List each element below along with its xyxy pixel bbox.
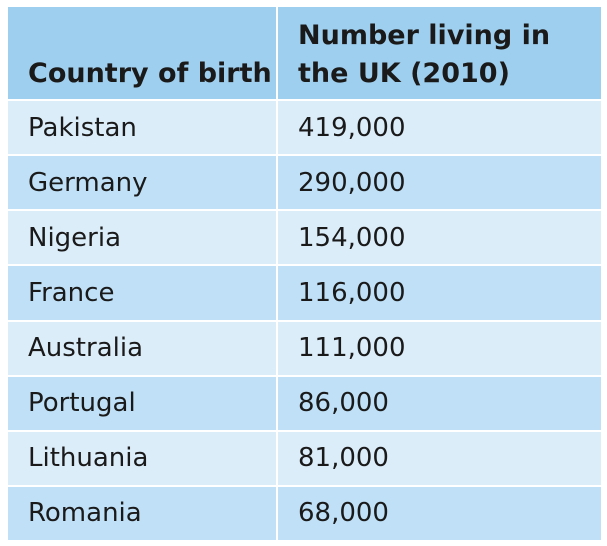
- header-country-of-birth: Country of birth: [8, 7, 276, 99]
- number-cell: 116,000: [278, 266, 601, 320]
- table-row: France 116,000: [8, 266, 601, 320]
- table-header-row: Country of birth Number living in the UK…: [8, 7, 601, 99]
- number-cell: 68,000: [278, 486, 601, 540]
- table-row: Australia 111,000: [8, 321, 601, 375]
- table-row: Nigeria 154,000: [8, 211, 601, 265]
- table-row: Pakistan 419,000: [8, 101, 601, 155]
- data-table-container: Country of birth Number living in the UK…: [6, 5, 603, 542]
- number-cell: 154,000: [278, 211, 601, 265]
- number-cell: 81,000: [278, 431, 601, 485]
- number-cell: 290,000: [278, 156, 601, 210]
- country-cell: Romania: [8, 486, 276, 540]
- country-cell: France: [8, 266, 276, 320]
- table-row: Germany 290,000: [8, 156, 601, 210]
- number-cell: 111,000: [278, 321, 601, 375]
- table-row: Lithuania 81,000: [8, 431, 601, 485]
- country-cell: Germany: [8, 156, 276, 210]
- country-of-birth-table: Country of birth Number living in the UK…: [6, 5, 603, 542]
- table-row: Romania 68,000: [8, 486, 601, 540]
- country-cell: Lithuania: [8, 431, 276, 485]
- number-cell: 86,000: [278, 376, 601, 430]
- table-row: Portugal 86,000: [8, 376, 601, 430]
- country-cell: Australia: [8, 321, 276, 375]
- number-cell: 419,000: [278, 101, 601, 155]
- header-number-living-in-uk: Number living in the UK (2010): [278, 7, 601, 99]
- country-cell: Nigeria: [8, 211, 276, 265]
- country-cell: Portugal: [8, 376, 276, 430]
- country-cell: Pakistan: [8, 101, 276, 155]
